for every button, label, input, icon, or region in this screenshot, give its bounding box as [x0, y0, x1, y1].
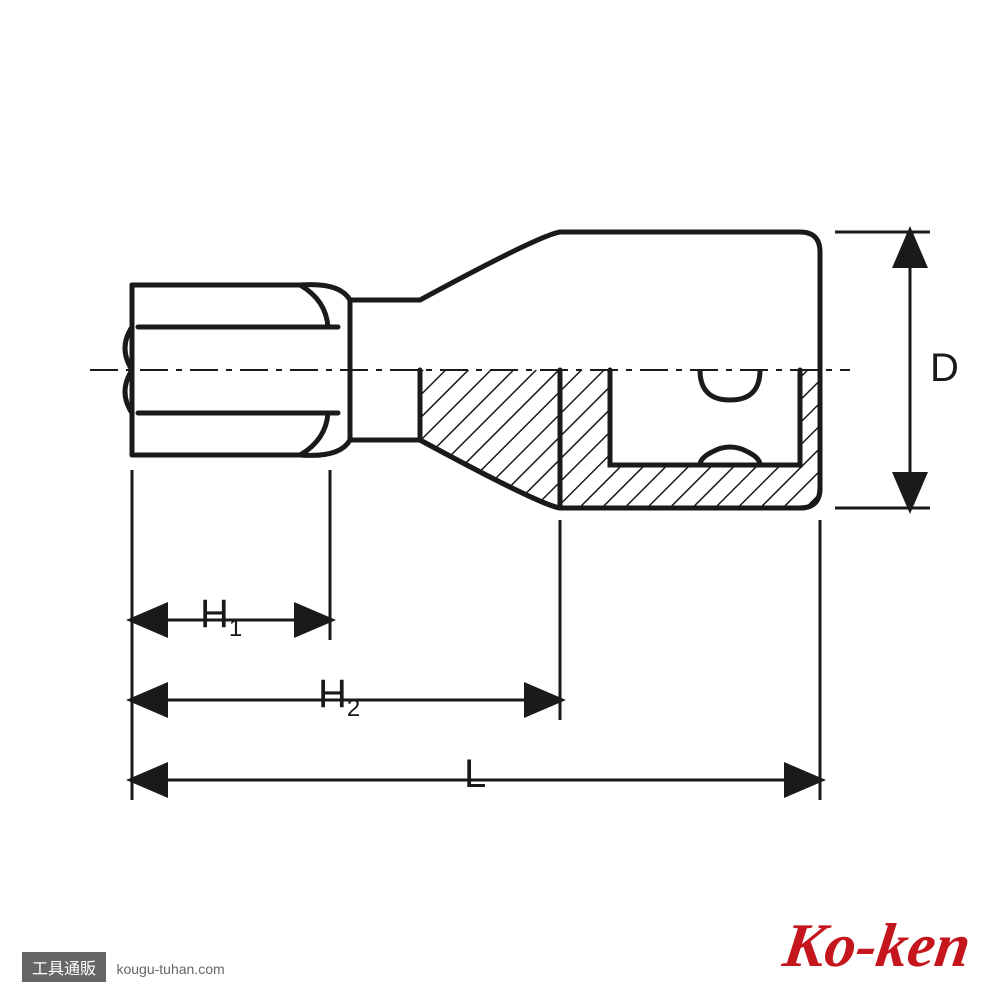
- dim-label-h2: H2: [318, 672, 360, 723]
- dim-label-h1: H1: [200, 592, 242, 643]
- footer-badge: 工具通販: [22, 952, 106, 982]
- dim-label-l: L: [464, 752, 486, 797]
- brand-logo: Ko-ken: [779, 911, 975, 982]
- footer: 工具通販 kougu-tuhan.com: [22, 952, 225, 982]
- technical-drawing: [0, 0, 1000, 1000]
- footer-url: kougu-tuhan.com: [116, 961, 224, 977]
- drawing-svg: [0, 0, 1000, 1000]
- dim-label-d: D: [930, 346, 959, 391]
